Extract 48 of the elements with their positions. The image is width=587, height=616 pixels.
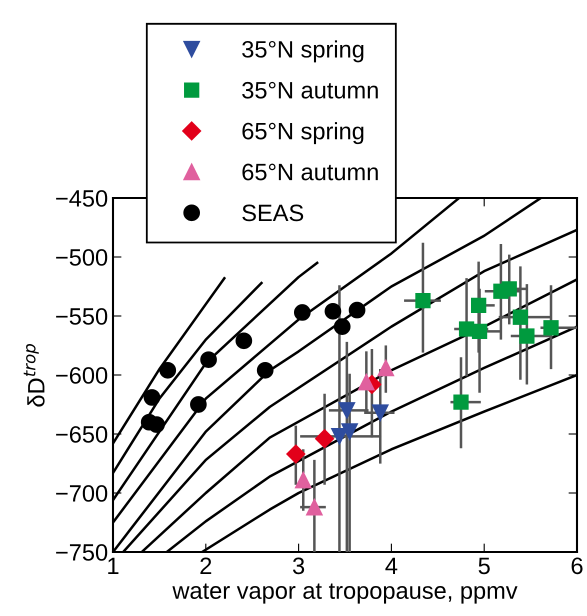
point [236,332,252,350]
y-tick-label: −450 [56,190,108,207]
point [190,396,207,413]
point [372,404,389,422]
point [519,328,535,344]
x-tick-label: 6 [572,557,583,574]
point [200,351,217,368]
point [306,498,323,516]
point [543,320,559,336]
y-tick-label: −550 [56,308,108,325]
x-tick-label: 4 [385,558,398,574]
point [378,360,394,376]
point [286,444,306,464]
legend-label: 35°N spring [242,40,364,62]
point [294,304,311,321]
y-tick-label: −500 [56,249,108,266]
x-tick-label: 1 [108,558,118,574]
y-tick-label: −650 [56,426,108,443]
x-axis-title: water vapor at tropopause, ppmv [172,583,518,604]
point [472,324,488,339]
point [331,428,348,445]
legend-label: 65°N autumn [242,164,378,180]
point [315,429,334,448]
point [338,402,356,419]
point [512,310,528,325]
y-tick-label: −600 [56,367,108,384]
point [256,362,274,379]
legend-label: 35°N autumn [242,82,378,99]
legend-label: 65°N spring [242,122,364,144]
point [334,318,351,335]
point [502,281,517,296]
point [348,302,366,318]
point [294,472,312,488]
point [358,374,375,390]
point [470,298,486,314]
point [324,302,342,320]
x-tick-label: 2 [200,557,212,574]
y-tick-label: −750 [56,544,108,561]
point [453,394,469,410]
legend-label: SEAS [242,204,304,222]
y-axis-title: δD$^{trop}$ [24,344,45,407]
point [341,423,358,440]
point [144,389,160,406]
x-tick-label: 5 [478,558,490,574]
point [415,293,431,308]
x-tick-label: 3 [292,557,304,574]
point [159,362,176,379]
y-tick-label: −700 [56,485,108,502]
